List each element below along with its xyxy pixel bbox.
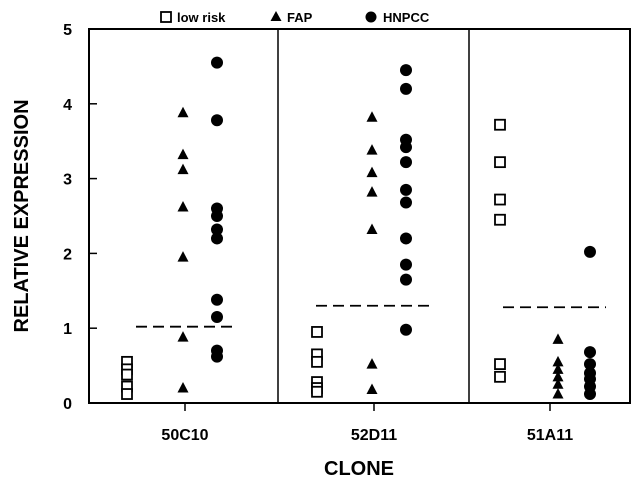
fap-point: [177, 163, 189, 175]
low-risk-point: [494, 358, 506, 371]
y-tick-label: 1: [63, 321, 72, 338]
legend-label-low-risk: low risk: [177, 10, 226, 25]
hnpcc-point: [584, 358, 596, 371]
data-points: [121, 56, 596, 401]
low-risk-point: [121, 368, 133, 381]
threshold-lines: [136, 304, 606, 328]
low-risk-point: [121, 388, 133, 400]
low-risk-point: [494, 118, 506, 131]
legend-label-hnpcc: HNPCC: [383, 10, 430, 25]
fap-point: [366, 383, 378, 395]
hnpcc-point: [400, 273, 412, 286]
x-axis-title: CLONE: [324, 458, 394, 480]
x-tick-label: 51A11: [527, 427, 573, 444]
fap-point: [366, 144, 378, 155]
low-risk-point: [494, 193, 506, 206]
fap-point: [366, 223, 378, 234]
hnpcc-point: [584, 346, 596, 359]
hnpcc-point: [400, 323, 412, 336]
fap-point: [177, 148, 189, 160]
fap-point: [366, 358, 378, 369]
fap-point: [552, 363, 564, 374]
fap-point: [177, 331, 189, 342]
fap-point: [177, 201, 189, 212]
legend: low risk FAP HNPCC: [160, 10, 430, 25]
low-risk-point: [494, 370, 506, 383]
low-risk-point: [494, 156, 506, 169]
hnpcc-point: [211, 114, 223, 127]
y-tick-label: 4: [63, 97, 72, 114]
fap-point: [552, 333, 564, 344]
hnpcc-point: [400, 258, 412, 271]
fap-point: [552, 388, 564, 399]
hnpcc-point: [400, 196, 412, 209]
fap-point: [552, 355, 564, 367]
y-tick-label: 0: [63, 396, 72, 413]
fap-point: [177, 251, 189, 262]
hnpcc-point: [400, 156, 412, 169]
hnpcc-point: [584, 245, 596, 258]
hnpcc-point: [211, 56, 223, 69]
legend-label-fap: FAP: [287, 10, 313, 25]
y-axis-title: RELATIVE EXPRESSION: [11, 99, 33, 332]
hnpcc-point: [400, 232, 412, 245]
low-risk-point: [311, 385, 323, 398]
hnpcc-point: [211, 223, 223, 236]
hnpcc-point: [211, 210, 223, 222]
low-risk-point: [311, 326, 323, 338]
y-tick-label: 3: [63, 172, 72, 189]
x-axis: 50C10 52D11 51A11: [161, 403, 573, 444]
low-risk-point: [494, 213, 506, 226]
fap-point: [552, 370, 564, 382]
hnpcc-point: [211, 310, 223, 323]
hnpcc-point: [400, 183, 412, 196]
legend-marker-low-risk: [160, 11, 172, 23]
hnpcc-point: [400, 82, 412, 95]
plot-border: [88, 28, 631, 404]
legend-marker-fap: [270, 11, 282, 21]
fap-point: [366, 111, 378, 122]
hnpcc-point: [211, 232, 223, 245]
hnpcc-point: [211, 293, 223, 306]
x-tick-label: 50C10: [161, 427, 208, 444]
plot-frame: [88, 28, 631, 404]
low-risk-point: [311, 355, 323, 368]
hnpcc-point: [584, 388, 596, 401]
hnpcc-point: [400, 64, 412, 77]
y-tick-label: 5: [63, 22, 72, 39]
fap-point: [552, 378, 564, 389]
fap-point: [366, 166, 378, 178]
fap-point: [177, 106, 189, 118]
legend-marker-hnpcc: [365, 11, 377, 23]
hnpcc-point: [400, 141, 412, 154]
hnpcc-point: [211, 350, 223, 363]
x-tick-label: 52D11: [351, 427, 397, 444]
fap-point: [366, 186, 378, 197]
fap-point: [177, 382, 189, 393]
y-axis: 0 1 2 3 4 5: [63, 22, 97, 413]
y-tick-label: 2: [63, 246, 72, 263]
